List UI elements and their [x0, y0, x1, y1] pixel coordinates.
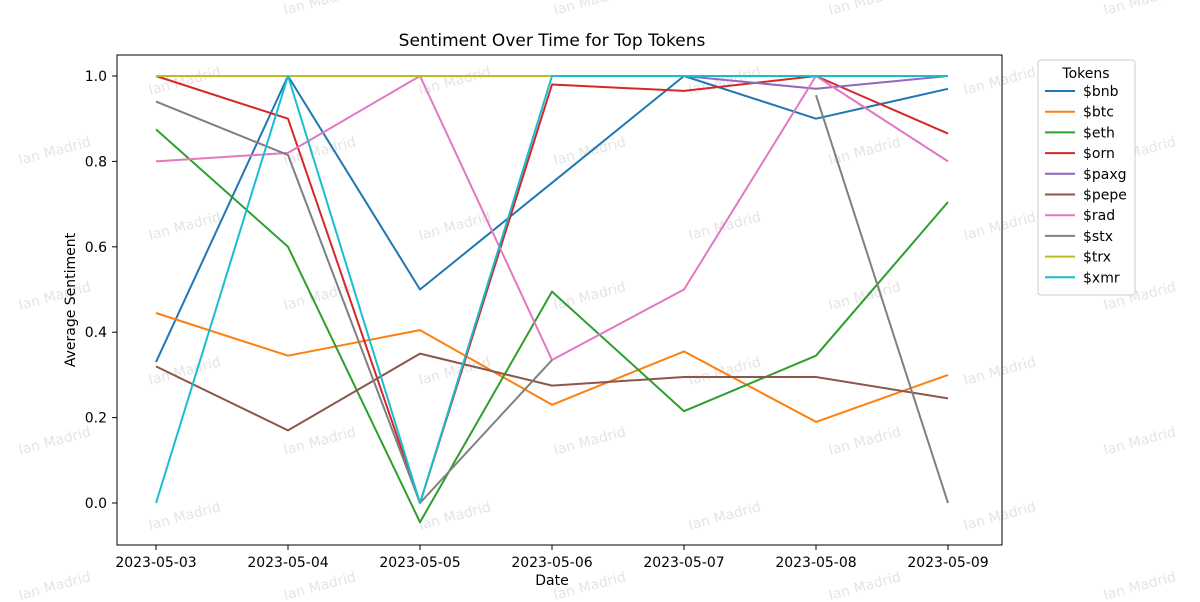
x-tick-label: 2023-05-07: [643, 555, 724, 571]
watermark-text: Ian Madrid: [687, 209, 763, 244]
watermark-text: Ian Madrid: [827, 424, 903, 459]
y-tick-label: 0.6: [85, 240, 107, 256]
watermark-text: Ian Madrid: [962, 499, 1038, 534]
x-axis: 2023-05-03 2023-05-04 2023-05-05 2023-05-06…: [115, 545, 989, 571]
watermark-text: Ian Madrid: [17, 134, 93, 169]
legend-title: Tokens: [1061, 66, 1109, 82]
y-axis-label: Average Sentiment: [63, 232, 79, 367]
watermark-text: Ian Madrid: [282, 134, 358, 169]
watermark-text: Ian Madrid: [417, 354, 493, 389]
legend-label: $eth: [1083, 125, 1115, 141]
series-line-pepe: [155, 352, 949, 432]
legend-label: $bnb: [1083, 84, 1119, 100]
series-line-xmr: [155, 75, 948, 504]
legend-label: $xmr: [1083, 270, 1120, 286]
watermark-text: Ian Madrid: [17, 279, 93, 314]
watermark-text: Ian Madrid: [827, 0, 903, 19]
y-tick-label: 0.8: [85, 154, 107, 170]
watermark-text: Ian Madrid: [827, 279, 903, 314]
watermark-text: Ian Madrid: [17, 424, 93, 459]
watermark-layer: Ian Madrid Ian Madrid Ian Madrid Ian Madrid…: [17, 0, 1178, 602]
watermark-text: Ian Madrid: [962, 209, 1038, 244]
watermark-text: Ian Madrid: [147, 209, 223, 244]
legend: Tokens $bnb $btc $eth $orn $paxg $pepe $rad $st…: [1037, 59, 1136, 296]
watermark-text: Ian Madrid: [687, 499, 763, 534]
x-tick-label: 2023-05-04: [247, 555, 328, 571]
watermark-text: Ian Madrid: [417, 499, 493, 534]
legend-label: $paxg: [1083, 167, 1127, 183]
y-tick-label: 0.0: [85, 496, 107, 512]
legend-label: $rad: [1083, 208, 1115, 224]
watermark-text: Ian Madrid: [1102, 424, 1178, 459]
series-line-btc: [155, 312, 949, 423]
watermark-text: Ian Madrid: [282, 424, 358, 459]
watermark-text: Ian Madrid: [282, 569, 358, 602]
watermark-text: Ian Madrid: [282, 0, 358, 19]
chart-title: Sentiment Over Time for Top Tokens: [399, 31, 706, 51]
x-tick-label: 2023-05-05: [379, 555, 460, 571]
legend-label: $orn: [1083, 146, 1115, 162]
legend-label: $stx: [1083, 229, 1113, 245]
watermark-text: Ian Madrid: [417, 209, 493, 244]
watermark-text: Ian Madrid: [1102, 569, 1178, 602]
plot-frame: [116, 54, 1003, 546]
legend-label: $trx: [1083, 250, 1111, 266]
series-line-orn: [155, 75, 949, 504]
y-tick-label: 0.2: [85, 411, 107, 427]
x-axis-label: Date: [535, 573, 568, 589]
y-tick-label: 0.4: [85, 325, 107, 341]
series-line-stx: [815, 94, 949, 504]
x-tick-label: 2023-05-08: [775, 555, 856, 571]
plot-lines: [155, 75, 949, 524]
watermark-text: Ian Madrid: [962, 64, 1038, 99]
watermark-text: Ian Madrid: [552, 279, 628, 314]
x-tick-label: 2023-05-06: [511, 555, 592, 571]
watermark-text: Ian Madrid: [962, 354, 1038, 389]
watermark-text: Ian Madrid: [17, 569, 93, 602]
legend-label: $pepe: [1083, 188, 1127, 204]
series-line-eth: [155, 128, 949, 524]
watermark-text: Ian Madrid: [827, 569, 903, 602]
watermark-text: Ian Madrid: [1102, 0, 1178, 19]
watermark-text: Ian Madrid: [552, 0, 628, 19]
series-line-stx: [155, 100, 553, 504]
y-tick-label: 1.0: [85, 69, 107, 85]
legend-items: $bnb $btc $eth $orn $paxg $pepe $rad $stx $trx $x…: [1045, 84, 1127, 286]
watermark-text: Ian Madrid: [552, 424, 628, 459]
x-tick-label: 2023-05-03: [115, 555, 196, 571]
watermark-text: Ian Madrid: [147, 499, 223, 534]
legend-label: $btc: [1083, 105, 1114, 121]
x-tick-label: 2023-05-09: [907, 555, 988, 571]
y-axis: 0.0 0.2 0.4 0.6 0.8 1.0: [85, 69, 117, 512]
